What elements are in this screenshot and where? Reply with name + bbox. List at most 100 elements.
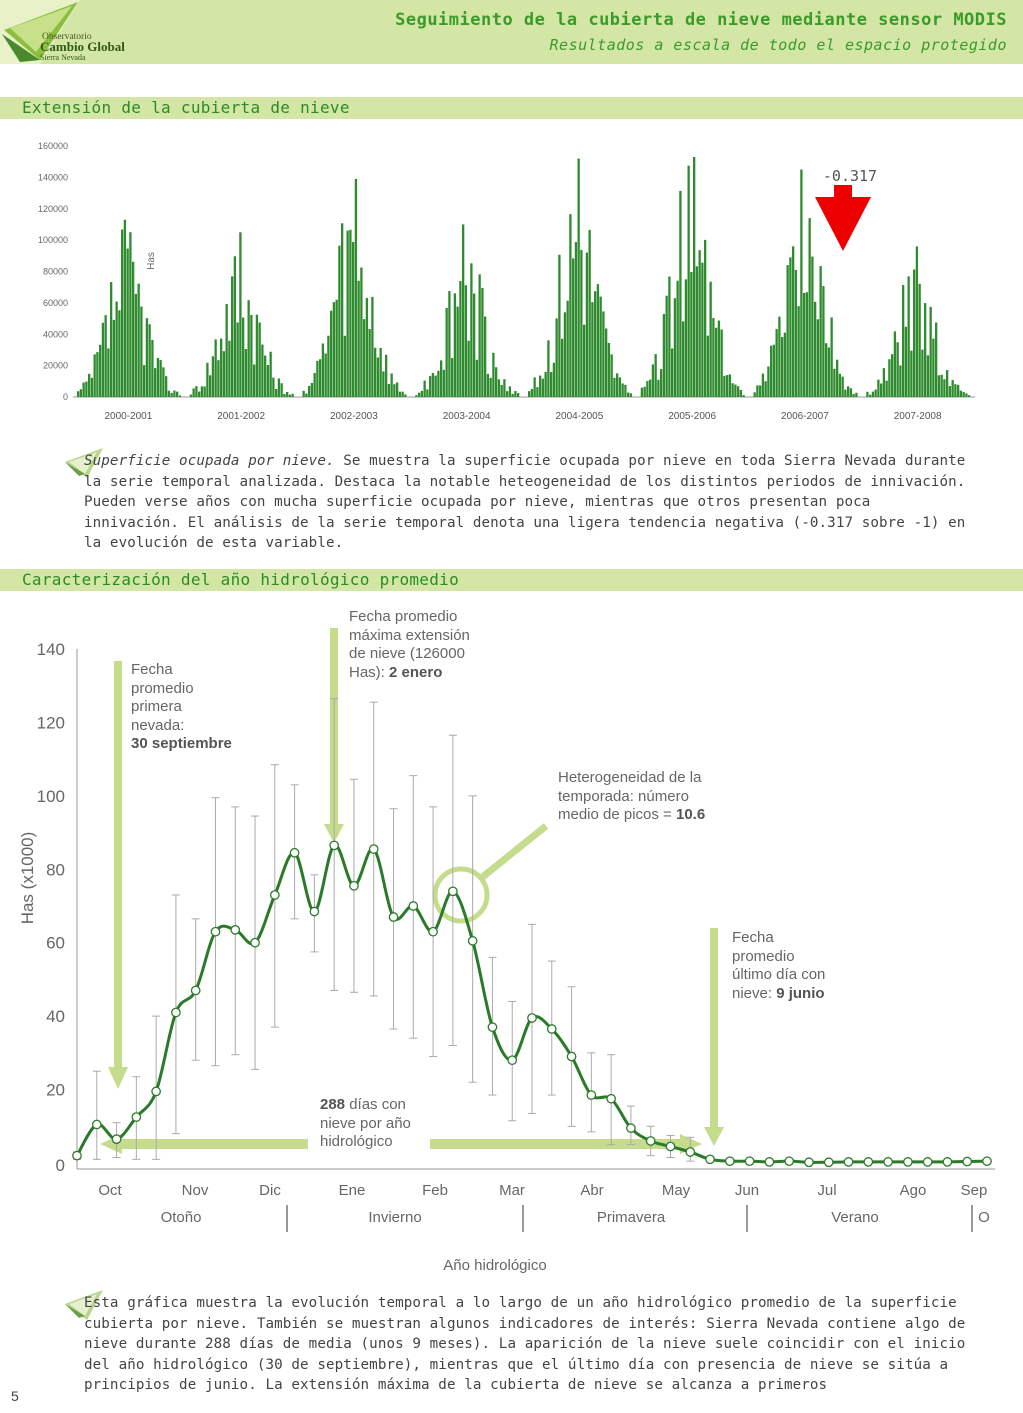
bar [536, 387, 539, 397]
bar [968, 395, 971, 397]
bar [442, 369, 446, 397]
bar [717, 320, 721, 397]
bar [591, 302, 594, 397]
bar [110, 282, 113, 397]
bar [484, 316, 487, 397]
bar [583, 324, 586, 397]
bar [662, 313, 666, 397]
bar [951, 380, 954, 397]
bar [541, 378, 545, 397]
svg-text:Sierra Nevada: Sierra Nevada [40, 53, 86, 62]
bar [321, 343, 325, 397]
bar [478, 274, 481, 397]
bar [291, 393, 294, 397]
season-label: Verano [831, 1209, 879, 1226]
bar [819, 266, 822, 397]
bar [852, 394, 855, 397]
bar [712, 318, 715, 397]
bar [495, 367, 498, 397]
bar [528, 391, 531, 397]
bar [679, 190, 682, 397]
bar [225, 304, 228, 397]
bar [629, 393, 633, 397]
bar [173, 390, 176, 397]
bar [673, 298, 677, 397]
bar [943, 379, 946, 397]
bar [965, 393, 968, 397]
bar [816, 319, 820, 397]
bar [753, 392, 756, 397]
bar [940, 374, 943, 397]
bar [500, 384, 503, 397]
bar [319, 359, 322, 397]
bar [305, 393, 308, 397]
bar [434, 375, 437, 397]
data-point [428, 926, 438, 937]
bar [530, 388, 534, 397]
data-point [448, 886, 458, 897]
bar [660, 369, 663, 397]
bar-y-tick-label: 0 [63, 392, 68, 402]
svg-text:Cambio Global: Cambio Global [40, 39, 125, 54]
span-days-right [430, 1139, 680, 1149]
bar [651, 364, 655, 397]
section-title-hydrological-year: Caracterización del año hidrológico prom… [22, 570, 460, 589]
line-x-tick-label: May [662, 1182, 691, 1199]
bar [481, 288, 484, 397]
annotation-max-extent: Fecha promedio máxima extensión de nieve… [349, 608, 470, 681]
bar [555, 318, 558, 397]
bar [742, 395, 745, 397]
bar [627, 392, 630, 397]
bar [247, 300, 250, 397]
bar [473, 293, 476, 397]
bar [671, 348, 674, 397]
bar [954, 384, 957, 397]
bar [624, 384, 627, 397]
bar [517, 393, 520, 397]
bar [82, 382, 85, 397]
bar [544, 371, 547, 397]
data-point [665, 1141, 676, 1152]
bar [209, 375, 212, 397]
data-point [982, 1156, 992, 1167]
bar [720, 329, 723, 397]
bar-y-tick-label: 140000 [38, 172, 68, 182]
bar-x-tick-label: 2002-2003 [330, 411, 378, 422]
bar [107, 348, 110, 397]
bar [445, 307, 448, 397]
bar [264, 355, 267, 397]
data-point [349, 880, 359, 891]
bar [401, 391, 404, 397]
line-x-tick-label: Mar [499, 1182, 525, 1199]
bar [217, 360, 220, 397]
bar-x-tick-label: 2004-2005 [555, 411, 603, 422]
data-point [408, 901, 419, 911]
bar [935, 322, 938, 397]
bar [649, 379, 652, 397]
data-point [942, 1157, 953, 1167]
data-point [507, 1055, 518, 1066]
observatorio-logo: Observatorio Cambio Global Sierra Nevada [0, 0, 125, 64]
data-point [527, 1013, 537, 1023]
bar [156, 357, 160, 397]
bar [764, 381, 767, 397]
line-x-tick-label: Abr [580, 1182, 603, 1199]
bar-y-axis-label: Has [146, 252, 157, 270]
bar [79, 389, 83, 397]
bar [825, 343, 828, 397]
bar [728, 374, 732, 397]
bar [379, 347, 382, 397]
bar [239, 232, 242, 397]
bullet-arrow-icon [65, 448, 103, 478]
line-y-tick-label: 0 [56, 1156, 65, 1175]
bar [737, 386, 740, 397]
bar [368, 329, 371, 397]
bar-y-tick-label: 20000 [43, 361, 68, 371]
bar [346, 230, 349, 397]
bar [803, 292, 806, 397]
bar [756, 385, 759, 397]
bar [253, 364, 256, 397]
bar [767, 366, 770, 397]
line-x-tick-label: Oct [98, 1182, 122, 1199]
bar [913, 269, 916, 397]
